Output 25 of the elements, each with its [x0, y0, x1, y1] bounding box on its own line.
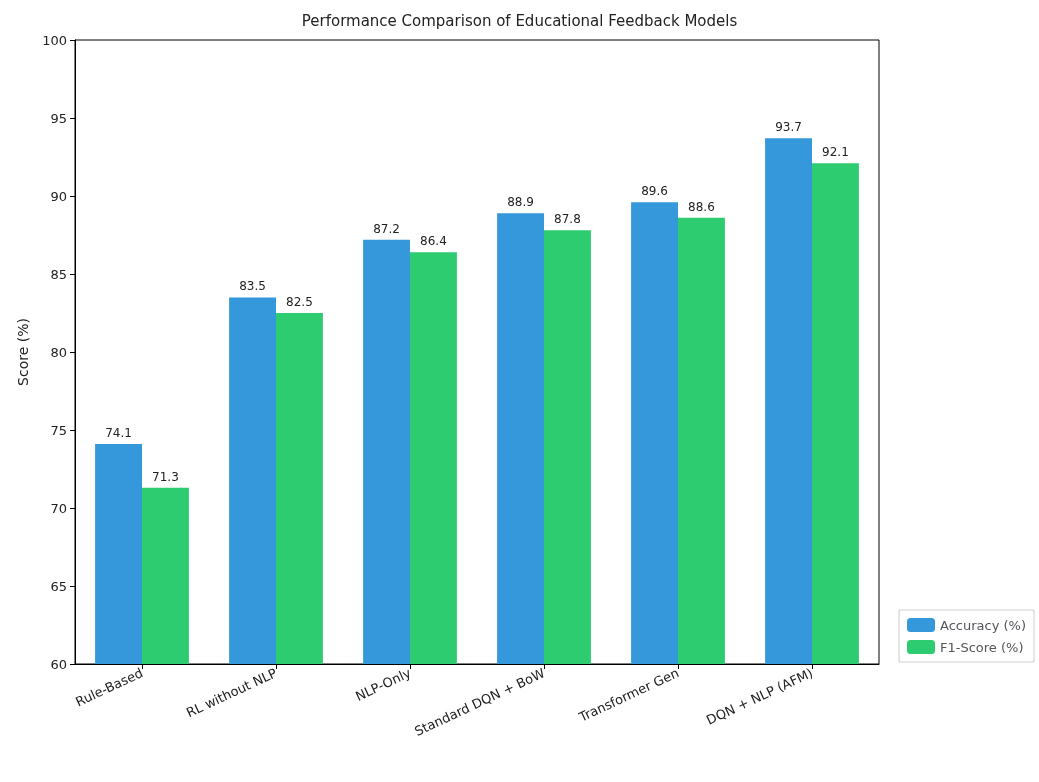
y-tick-label: 80: [50, 344, 67, 360]
y-tick-label: 70: [50, 500, 67, 516]
y-tick-label: 65: [50, 578, 67, 594]
data-label: 93.7: [775, 120, 802, 135]
data-label: 74.1: [105, 426, 132, 441]
data-label: 87.8: [554, 212, 581, 227]
data-label: 88.6: [688, 199, 715, 214]
data-label: 86.4: [420, 234, 447, 249]
data-label: 88.9: [507, 195, 534, 210]
y-axis-title: Score (%): [15, 318, 31, 386]
y-tick-label: 90: [50, 188, 67, 204]
legend-label: F1-Score (%): [940, 639, 1024, 655]
y-tick-label: 75: [50, 422, 67, 438]
y-tick-label: 95: [50, 110, 67, 126]
data-label: 87.2: [373, 221, 400, 236]
data-label: 89.6: [641, 184, 668, 199]
data-label: 83.5: [239, 279, 266, 294]
legend-label: Accuracy (%): [940, 617, 1027, 633]
data-label: 92.1: [822, 145, 849, 160]
y-tick-label: 100: [42, 32, 67, 48]
y-tick-label: 85: [50, 266, 67, 282]
y-tick-label: 60: [50, 656, 67, 672]
data-label: 82.5: [286, 295, 313, 309]
data-label: 71.3: [152, 469, 179, 484]
chart-title: Performance Comparison of Educational Feedback Models: [301, 11, 738, 30]
